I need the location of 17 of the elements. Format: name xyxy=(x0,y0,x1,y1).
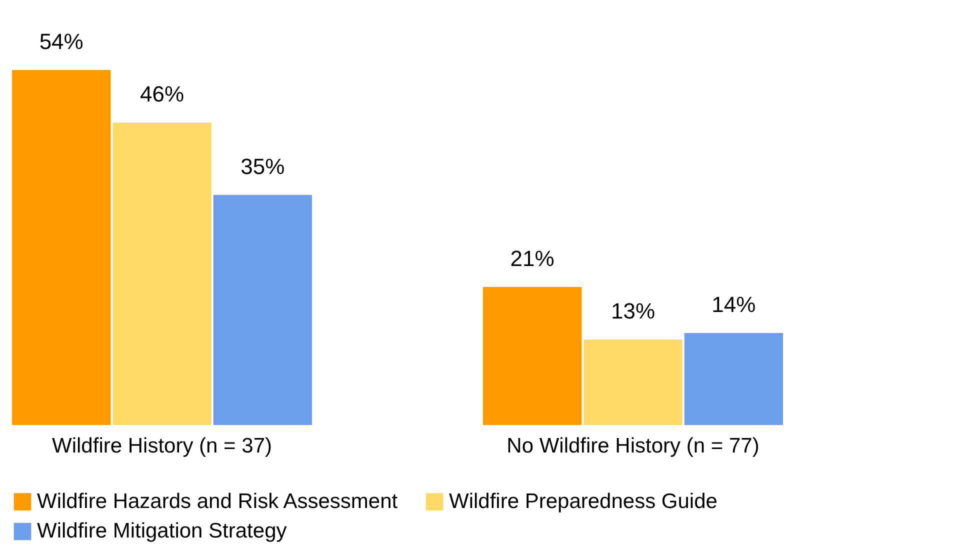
x-tick-label: Wildfire History (n = 37) xyxy=(52,434,272,458)
legend-label: Wildfire Preparedness Guide xyxy=(449,490,718,513)
bar xyxy=(584,340,682,425)
data-label: 46% xyxy=(140,82,184,107)
bar xyxy=(213,194,312,425)
bar xyxy=(112,122,212,425)
x-tick-label: No Wildfire History (n = 77) xyxy=(506,434,760,458)
data-label: 14% xyxy=(712,292,756,317)
data-label: 21% xyxy=(510,246,554,271)
bar xyxy=(684,332,783,425)
data-label: 13% xyxy=(610,298,656,324)
legend-label: Wildfire Hazards and Risk Assessment xyxy=(37,490,398,513)
legend-label: Wildfire Mitigation Strategy xyxy=(37,520,288,542)
data-label: 35% xyxy=(240,154,285,179)
bar xyxy=(12,70,111,425)
bar xyxy=(482,286,582,425)
data-label: 54% xyxy=(39,29,84,54)
